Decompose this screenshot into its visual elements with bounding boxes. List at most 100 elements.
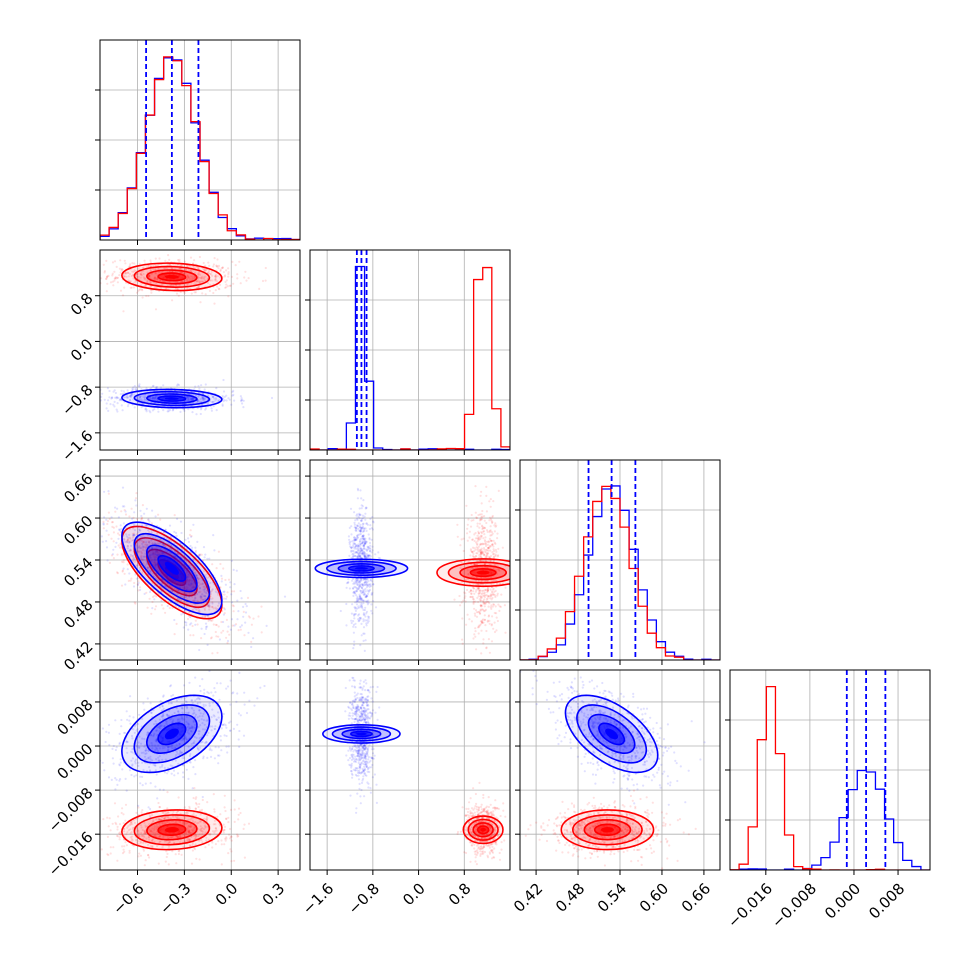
scatter-point bbox=[190, 862, 194, 865]
scatter-point bbox=[193, 593, 196, 596]
scatter-point bbox=[357, 533, 360, 536]
scatter-point bbox=[133, 523, 136, 527]
scatter-point bbox=[494, 554, 497, 557]
scatter-point bbox=[480, 589, 483, 592]
scatter-point bbox=[196, 279, 199, 283]
scatter-point bbox=[480, 531, 483, 534]
scatter-point bbox=[218, 638, 221, 641]
scatter-point bbox=[360, 497, 363, 500]
scatter-point bbox=[486, 591, 489, 594]
scatter-point bbox=[183, 604, 186, 607]
scatter-point bbox=[135, 386, 138, 389]
scatter-point bbox=[366, 577, 369, 581]
scatter-point bbox=[362, 537, 365, 540]
scatter-point bbox=[353, 542, 356, 545]
scatter-point bbox=[215, 567, 218, 570]
scatter-point bbox=[477, 550, 480, 553]
scatter-point bbox=[153, 598, 156, 601]
scatter-point bbox=[226, 641, 229, 645]
scatter-point bbox=[176, 592, 179, 595]
scatter-point bbox=[133, 393, 136, 396]
scatter-point bbox=[135, 280, 138, 283]
scatter-point bbox=[186, 265, 189, 268]
scatter-point bbox=[472, 587, 475, 590]
scatter-point bbox=[189, 634, 192, 637]
scatter-point bbox=[160, 599, 163, 602]
scatter-point bbox=[166, 537, 169, 540]
scatter-point bbox=[126, 271, 129, 274]
scatter-point bbox=[168, 606, 171, 610]
scatter-point bbox=[208, 608, 211, 611]
scatter-point bbox=[483, 539, 486, 542]
scatter-point bbox=[164, 280, 167, 283]
scatter-point bbox=[215, 264, 218, 267]
scatter-point bbox=[154, 555, 157, 558]
scatter-point bbox=[483, 594, 486, 597]
scatter-point bbox=[153, 278, 156, 281]
y-tick-label-param2: 0.42 bbox=[60, 638, 96, 674]
scatter-point bbox=[220, 580, 223, 583]
scatter-point bbox=[359, 526, 362, 529]
scatter-point bbox=[192, 266, 195, 269]
scatter-point bbox=[462, 549, 465, 553]
scatter-point bbox=[479, 608, 482, 611]
scatter-point bbox=[125, 533, 128, 536]
scatter-point bbox=[478, 624, 482, 627]
scatter-point bbox=[351, 603, 354, 606]
scatter-point bbox=[93, 807, 95, 809]
scatter-point bbox=[179, 599, 182, 603]
scatter-point bbox=[112, 390, 115, 393]
scatter-point bbox=[239, 628, 242, 631]
scatter-point bbox=[462, 599, 465, 602]
scatter-point bbox=[371, 549, 374, 552]
scatter-point bbox=[126, 568, 129, 571]
scatter-point bbox=[217, 625, 220, 628]
scatter-point bbox=[96, 264, 98, 266]
scatter-point bbox=[163, 544, 166, 547]
scatter-point bbox=[487, 547, 490, 550]
scatter-point bbox=[147, 540, 150, 543]
scatter-point bbox=[487, 594, 490, 598]
scatter-point bbox=[163, 580, 166, 583]
scatter-point bbox=[167, 410, 170, 413]
scatter-point bbox=[157, 267, 160, 270]
scatter-point bbox=[488, 556, 491, 559]
scatter-point bbox=[156, 278, 159, 281]
scatter-point bbox=[363, 552, 366, 555]
scatter-point bbox=[353, 539, 356, 542]
scatter-point bbox=[139, 509, 142, 512]
scatter-point bbox=[148, 554, 151, 557]
scatter-point bbox=[363, 515, 366, 518]
scatter-point bbox=[198, 553, 202, 556]
scatter-point bbox=[227, 852, 230, 855]
scatter-point bbox=[474, 630, 477, 633]
scatter-point bbox=[472, 598, 475, 601]
scatter-point bbox=[185, 571, 188, 575]
scatter-point bbox=[493, 611, 496, 615]
scatter-point bbox=[182, 583, 185, 586]
scatter-point bbox=[112, 403, 115, 406]
scatter-point bbox=[476, 626, 480, 629]
scatter-point bbox=[358, 540, 361, 543]
scatter-point bbox=[177, 796, 180, 799]
scatter-point bbox=[213, 810, 216, 813]
scatter-point bbox=[494, 553, 497, 556]
scatter-point bbox=[487, 576, 490, 579]
scatter-point bbox=[147, 275, 150, 278]
scatter-point bbox=[107, 533, 110, 536]
scatter-point bbox=[369, 524, 372, 527]
scatter-point bbox=[143, 397, 146, 400]
scatter-point bbox=[175, 556, 178, 559]
scatter-point bbox=[187, 276, 190, 279]
scatter-point bbox=[116, 553, 119, 556]
scatter-point bbox=[209, 592, 212, 596]
scatter-point bbox=[159, 579, 162, 582]
scatter-point bbox=[489, 529, 492, 532]
scatter-point bbox=[178, 258, 181, 261]
scatter-point bbox=[168, 258, 171, 261]
scatter-point bbox=[460, 601, 463, 604]
scatter-point bbox=[105, 277, 108, 281]
scatter-point bbox=[224, 280, 227, 283]
scatter-point bbox=[489, 606, 492, 609]
scatter-point bbox=[207, 261, 210, 264]
